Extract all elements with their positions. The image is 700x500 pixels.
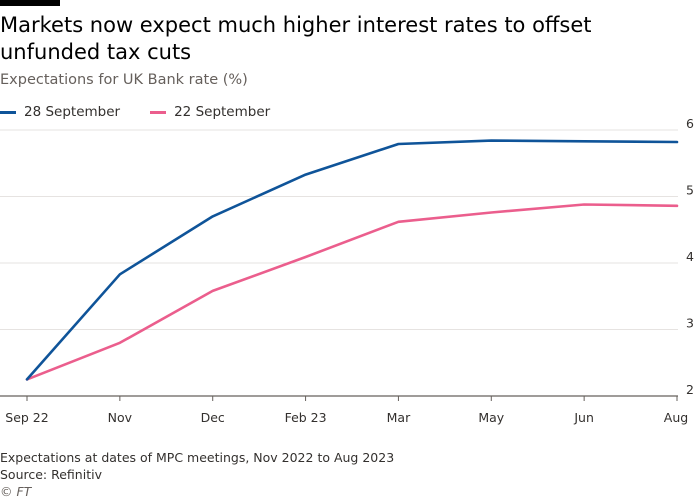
x-tick-label: Sep 22: [5, 410, 48, 425]
chart-copyright: © FT: [0, 484, 32, 499]
y-tick-label: 4: [686, 249, 694, 264]
legend-swatch-22-september: [150, 110, 167, 114]
legend-item-28-september: 28 September: [0, 104, 120, 120]
chart-subtitle: Expectations for UK Bank rate (%): [0, 72, 248, 88]
x-tick-label: May: [478, 410, 504, 425]
y-tick-label: 5: [686, 183, 694, 198]
legend-item-22-september: 22 September: [150, 104, 270, 120]
series-line-22-september: [25, 203, 679, 381]
y-tick-label: 2: [686, 382, 694, 397]
series-lines: [25, 139, 679, 381]
chart-title: Markets now expect much higher interest …: [0, 13, 592, 64]
x-tick-label: Jun: [573, 410, 594, 425]
x-axis-ticks: Sep 22 Nov Dec Feb 23 Mar May Jun Aug: [5, 396, 688, 425]
x-tick-label: Feb 23: [285, 410, 327, 425]
grid-lines: [0, 129, 678, 397]
chart-footnote: Expectations at dates of MPC meetings, N…: [0, 450, 395, 465]
legend-label-22-september: 22 September: [174, 104, 271, 120]
brand-bar: [0, 0, 60, 6]
y-tick-label: 6: [686, 118, 694, 131]
line-chart: 2 3 4 5 6 Sep 22 Nov Dec Feb 23 Mar May Jun Aug: [0, 118, 694, 425]
y-axis-ticks: 2 3 4 5 6: [686, 118, 694, 397]
x-tick-label: Mar: [387, 410, 411, 425]
x-tick-label: Dec: [201, 410, 225, 425]
x-tick-label: Aug: [664, 410, 688, 425]
legend-swatch-28-september: [0, 110, 16, 114]
chart-legend: 28 September 22 September: [0, 104, 300, 120]
legend-label-28-september: 28 September: [24, 104, 121, 120]
x-tick-label: Nov: [108, 410, 133, 425]
y-tick-label: 3: [686, 316, 694, 331]
series-line-28-september: [25, 139, 679, 381]
chart-source: Source: Refinitiv: [0, 467, 102, 482]
